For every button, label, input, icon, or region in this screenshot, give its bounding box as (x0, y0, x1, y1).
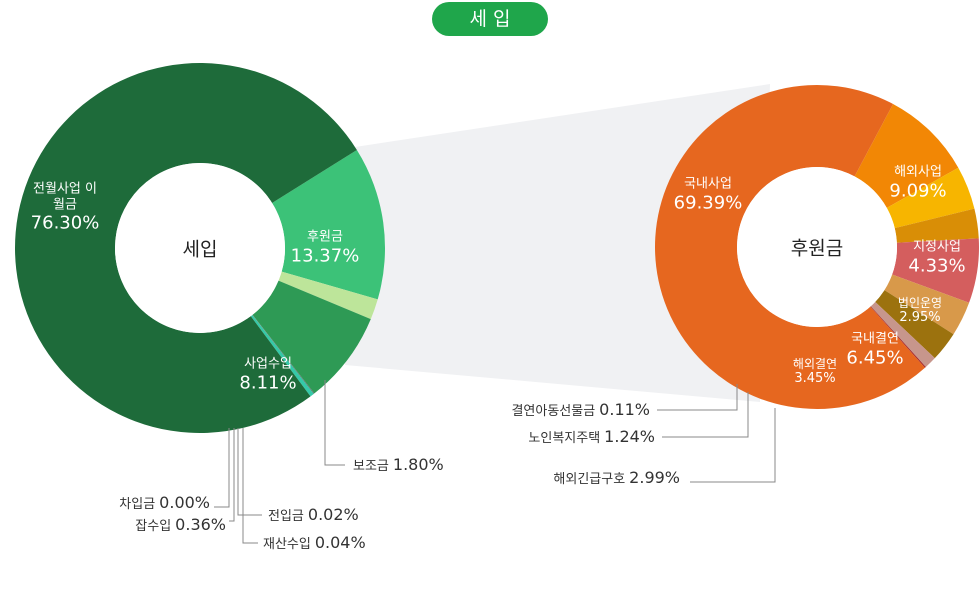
donut-slice (252, 314, 315, 394)
leader-line (324, 380, 345, 466)
slice-name: 국내사업 (684, 176, 732, 192)
slice-name: 해외결연 (792, 357, 838, 372)
donut-hole (737, 167, 897, 327)
donut-slice (655, 84, 925, 409)
slice-value: 0.11% (599, 400, 650, 420)
donut-slice (886, 167, 975, 229)
slice-label: 결연아동선물금 0.11% (511, 400, 650, 420)
slice-name: 잡수입 (135, 519, 172, 535)
slice-value: 9.09% (889, 180, 947, 201)
leader-line (662, 392, 749, 438)
leader-line (657, 384, 738, 411)
donut-slice (272, 149, 385, 300)
slice-name: 지정사업 (913, 239, 961, 255)
slice-value: 8.11% (239, 372, 297, 393)
slice-value: 69.39% (673, 192, 743, 213)
slice-label: 법인운영 2.95% (898, 296, 942, 326)
slice-value: 4.33% (908, 255, 966, 276)
slice-label: 국내사업 69.39% (674, 176, 743, 213)
donut-slice (875, 290, 954, 359)
leader-line (214, 428, 230, 508)
slice-name: 재산수입 (263, 537, 311, 553)
slice-value: 2.99% (629, 468, 680, 488)
slice-label: 전월사업 이월금 76.30% (30, 182, 100, 235)
slice-label: 해외결연 3.45% (793, 357, 837, 387)
slice-name: 노인복지주택 (528, 431, 601, 447)
slice-label: 후원금 13.37% (291, 229, 360, 266)
slice-label: 지정사업 4.33% (908, 239, 965, 276)
donut-slice (250, 315, 314, 397)
slice-label: 국내결연 6.45% (846, 331, 903, 368)
donut-slice (252, 314, 315, 394)
slice-name: 사업수입 (244, 356, 292, 372)
slice-name: 해외사업 (894, 164, 942, 180)
slice-value: 6.45% (846, 347, 904, 368)
donut-slice (892, 238, 979, 303)
slice-name: 전월사업 이월금 (33, 181, 97, 213)
donut-hole (115, 163, 285, 333)
leader-line (229, 428, 235, 522)
slice-label: 노인복지주택 1.24% (528, 427, 655, 447)
donut-slice (14, 63, 357, 434)
slice-value: 2.95% (899, 310, 941, 326)
slice-label: 잡수입 0.36% (135, 515, 226, 535)
slice-label: 해외사업 9.09% (889, 164, 946, 201)
slice-label: 차입금 0.00% (119, 493, 210, 513)
slice-name: 결연아동선물금 (511, 404, 596, 420)
slice-name: 후원금 (307, 229, 343, 245)
slice-value: 0.02% (307, 505, 359, 525)
connector (345, 84, 770, 402)
leader-line (690, 408, 776, 483)
slice-value: 0.00% (159, 493, 210, 513)
slice-label: 재산수입 0.04% (263, 533, 366, 553)
slice-value: 1.24% (604, 427, 655, 447)
slice-label: 보조금 1.80% (353, 455, 444, 475)
slice-value: 13.37% (290, 245, 360, 266)
slice-name: 해외긴급구호 (553, 472, 626, 488)
center-label: 세입 (182, 238, 218, 261)
slice-value: 0.04% (314, 533, 366, 553)
donut-slice (252, 280, 371, 394)
title-button[interactable]: 세 입 (432, 2, 548, 36)
center-label: 후원금 (790, 237, 844, 260)
donut-slice (894, 208, 979, 243)
slice-value: 76.30% (30, 212, 100, 234)
slice-name: 보조금 (353, 459, 389, 475)
slice-name: 차입금 (119, 497, 156, 513)
slice-name: 국내결연 (851, 331, 899, 347)
leader-line (242, 428, 258, 544)
leader-line (237, 428, 262, 516)
slice-label: 해외긴급구호 2.99% (553, 468, 680, 488)
donut-slice (870, 301, 935, 368)
slice-value: 1.80% (392, 455, 444, 475)
slice-value: 0.36% (175, 515, 226, 535)
donut-slice (854, 103, 959, 208)
slice-name: 전입금 (268, 509, 304, 525)
slice-name: 법인운영 (897, 296, 943, 311)
slice-label: 사업수입 8.11% (239, 356, 296, 393)
donut-slice (884, 274, 970, 335)
slice-value: 3.45% (794, 371, 836, 387)
slice-label: 전입금 0.02% (268, 505, 359, 525)
donut-slice (278, 271, 378, 320)
donut-slice (870, 306, 926, 368)
